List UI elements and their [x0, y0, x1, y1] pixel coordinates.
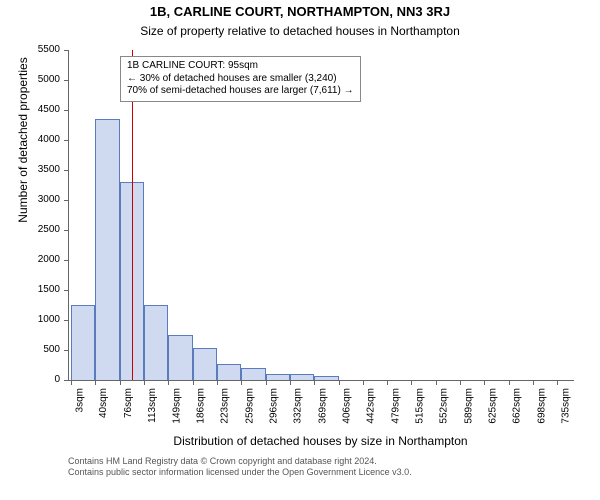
x-tick-label: 589sqm — [463, 388, 474, 424]
x-tick-mark — [484, 380, 485, 385]
y-tick-mark — [64, 110, 69, 111]
x-tick-mark — [95, 380, 96, 385]
x-tick-mark — [120, 380, 121, 385]
histogram-bar — [193, 348, 217, 380]
y-tick-label: 1500 — [20, 284, 60, 295]
info-box-line: 70% of semi-detached houses are larger (… — [127, 85, 354, 98]
x-tick-label: 662sqm — [512, 388, 523, 424]
histogram-bar — [290, 374, 314, 380]
y-tick-mark — [64, 140, 69, 141]
x-tick-mark — [314, 380, 315, 385]
y-tick-label: 3500 — [20, 164, 60, 175]
x-tick-label: 442sqm — [366, 388, 377, 424]
histogram-bar — [241, 368, 265, 380]
x-tick-label: 479sqm — [390, 388, 401, 424]
x-tick-mark — [168, 380, 169, 385]
footer-line: Contains public sector information licen… — [68, 467, 412, 478]
x-tick-mark — [266, 380, 267, 385]
x-tick-label: 186sqm — [196, 388, 207, 424]
x-tick-mark — [460, 380, 461, 385]
x-tick-mark — [290, 380, 291, 385]
x-tick-label: 735sqm — [560, 388, 571, 424]
x-tick-label: 406sqm — [342, 388, 353, 424]
y-tick-mark — [64, 290, 69, 291]
histogram-bar — [144, 305, 168, 380]
histogram-bar — [266, 374, 290, 380]
x-tick-mark — [436, 380, 437, 385]
x-tick-mark — [557, 380, 558, 385]
y-tick-label: 2500 — [20, 224, 60, 235]
y-tick-mark — [64, 170, 69, 171]
y-tick-mark — [64, 320, 69, 321]
x-tick-label: 76sqm — [123, 388, 134, 418]
x-tick-mark — [144, 380, 145, 385]
histogram-bar — [168, 335, 192, 380]
y-tick-label: 500 — [20, 344, 60, 355]
x-tick-mark — [533, 380, 534, 385]
histogram-bar — [95, 119, 119, 380]
chart-title: 1B, CARLINE COURT, NORTHAMPTON, NN3 3RJ — [0, 4, 600, 19]
x-tick-mark — [509, 380, 510, 385]
footer-attribution: Contains HM Land Registry data © Crown c… — [68, 456, 412, 479]
x-tick-mark — [387, 380, 388, 385]
y-tick-mark — [64, 200, 69, 201]
y-tick-mark — [64, 230, 69, 231]
info-box: 1B CARLINE COURT: 95sqm← 30% of detached… — [120, 56, 361, 102]
y-tick-mark — [64, 260, 69, 261]
x-tick-label: 149sqm — [171, 388, 182, 424]
histogram-bar — [217, 364, 241, 380]
x-axis-label: Distribution of detached houses by size … — [68, 434, 573, 448]
x-tick-label: 223sqm — [220, 388, 231, 424]
y-tick-mark — [64, 380, 69, 381]
y-tick-label: 4000 — [20, 134, 60, 145]
chart-container: 1B, CARLINE COURT, NORTHAMPTON, NN3 3RJ … — [0, 0, 600, 500]
x-tick-label: 552sqm — [439, 388, 450, 424]
histogram-bar — [314, 376, 338, 380]
y-tick-label: 0 — [20, 374, 60, 385]
y-tick-label: 3000 — [20, 194, 60, 205]
x-tick-label: 259sqm — [244, 388, 255, 424]
x-tick-label: 296sqm — [269, 388, 280, 424]
y-tick-mark — [64, 80, 69, 81]
info-box-line: ← 30% of detached houses are smaller (3,… — [127, 73, 354, 86]
y-tick-mark — [64, 50, 69, 51]
x-tick-label: 3sqm — [74, 388, 85, 412]
y-tick-label: 5000 — [20, 74, 60, 85]
x-tick-mark — [339, 380, 340, 385]
info-box-line: 1B CARLINE COURT: 95sqm — [127, 60, 354, 73]
x-tick-mark — [193, 380, 194, 385]
x-tick-label: 332sqm — [293, 388, 304, 424]
x-tick-mark — [71, 380, 72, 385]
x-tick-label: 515sqm — [414, 388, 425, 424]
x-tick-mark — [411, 380, 412, 385]
x-tick-label: 625sqm — [487, 388, 498, 424]
histogram-bar — [71, 305, 95, 380]
y-tick-label: 2000 — [20, 254, 60, 265]
x-tick-mark — [363, 380, 364, 385]
x-tick-label: 113sqm — [147, 388, 158, 423]
x-tick-mark — [217, 380, 218, 385]
y-tick-label: 1000 — [20, 314, 60, 325]
x-tick-label: 40sqm — [98, 388, 109, 418]
y-tick-label: 4500 — [20, 104, 60, 115]
footer-line: Contains HM Land Registry data © Crown c… — [68, 456, 412, 467]
x-tick-mark — [241, 380, 242, 385]
x-tick-label: 369sqm — [317, 388, 328, 424]
chart-subtitle: Size of property relative to detached ho… — [0, 24, 600, 38]
y-tick-label: 5500 — [20, 44, 60, 55]
x-tick-label: 698sqm — [536, 388, 547, 424]
y-tick-mark — [64, 350, 69, 351]
